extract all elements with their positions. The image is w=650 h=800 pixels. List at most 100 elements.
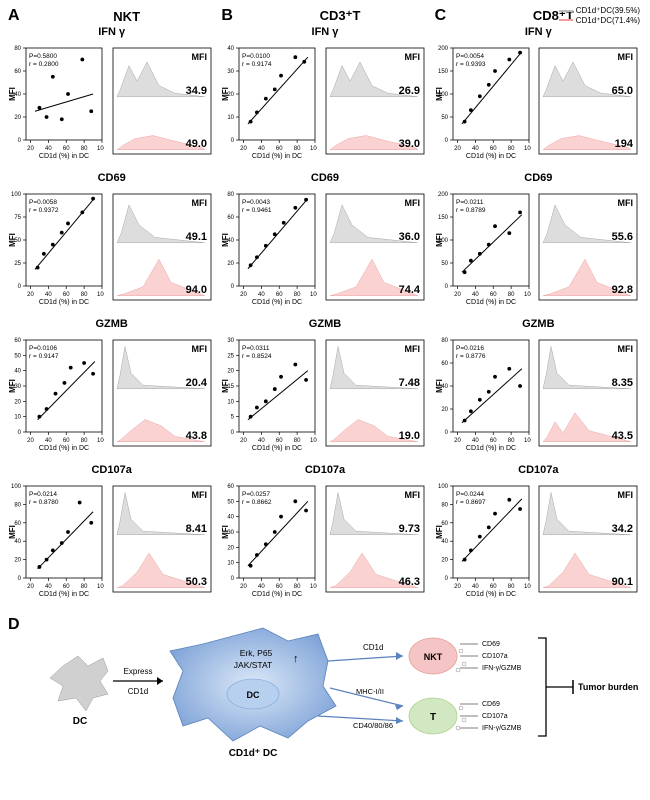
svg-text:20: 20 bbox=[14, 399, 21, 405]
svg-text:0: 0 bbox=[444, 430, 448, 436]
svg-text:40: 40 bbox=[472, 584, 479, 590]
svg-text:100: 100 bbox=[310, 438, 317, 444]
panel-letter: C bbox=[435, 7, 449, 25]
svg-text:P=0.0043: P=0.0043 bbox=[242, 199, 270, 206]
nkt-line-2: CD107a bbox=[482, 653, 508, 660]
svg-text:80: 80 bbox=[228, 192, 235, 198]
svg-text:60: 60 bbox=[441, 361, 448, 367]
t-line-3: IFN-γ/GZMB bbox=[482, 725, 522, 732]
hist-wrap: MFI49.194.0 bbox=[109, 174, 216, 314]
svg-text:10: 10 bbox=[14, 415, 21, 421]
scatter-wrap: 20406080100010203040P=0.0100r = 0.9174MF… bbox=[221, 28, 320, 168]
histogram-svg: MFI8.4150.3 bbox=[109, 480, 213, 598]
svg-text:40: 40 bbox=[258, 292, 265, 298]
svg-text:80: 80 bbox=[507, 146, 514, 152]
svg-text:P=0.0058: P=0.0058 bbox=[29, 199, 57, 206]
svg-text:20: 20 bbox=[27, 292, 34, 298]
svg-text:43.8: 43.8 bbox=[185, 430, 206, 442]
marker-title: CD107a bbox=[221, 464, 428, 476]
scatter-wrap: 20406080100020406080P=0.0043r = 0.9461MF… bbox=[221, 174, 320, 314]
svg-text:60: 60 bbox=[63, 438, 70, 444]
scatter-wrap: 20406080100050100150200P=0.0211r = 0.878… bbox=[435, 174, 534, 314]
hist-wrap: MFI36.074.4 bbox=[322, 174, 429, 314]
svg-text:MFI: MFI bbox=[435, 233, 444, 247]
svg-text:34.9: 34.9 bbox=[185, 85, 206, 97]
svg-text:100: 100 bbox=[524, 438, 531, 444]
scatter-wrap: 20406080100020406080100P=0.0244r = 0.869… bbox=[435, 466, 534, 606]
svg-text:0: 0 bbox=[444, 576, 448, 582]
histogram-svg: MFI34.949.0 bbox=[109, 42, 213, 160]
svg-text:200: 200 bbox=[438, 192, 449, 198]
scatter-svg: 204060801000255075100P=0.0058r = 0.9372M… bbox=[8, 188, 104, 306]
svg-text:MFI: MFI bbox=[618, 344, 634, 354]
svg-text:80: 80 bbox=[81, 438, 88, 444]
svg-text:80: 80 bbox=[81, 584, 88, 590]
svg-text:40: 40 bbox=[258, 584, 265, 590]
hist-wrap: MFI34.949.0 bbox=[109, 28, 216, 168]
hist-wrap: MFI7.4819.0 bbox=[322, 320, 429, 460]
svg-text:P=0.0106: P=0.0106 bbox=[29, 345, 57, 352]
svg-text:20: 20 bbox=[27, 438, 34, 444]
svg-text:19.0: 19.0 bbox=[398, 430, 419, 442]
svg-text:0: 0 bbox=[231, 430, 235, 436]
scatter-svg: 204060801000102030405060P=0.0257r = 0.86… bbox=[221, 480, 317, 598]
svg-text:0: 0 bbox=[18, 284, 22, 290]
svg-text:80: 80 bbox=[81, 146, 88, 152]
svg-text:MFI: MFI bbox=[618, 490, 634, 500]
svg-text:CD1d (%) in DC: CD1d (%) in DC bbox=[39, 153, 89, 160]
svg-text:20: 20 bbox=[454, 146, 461, 152]
svg-text:74.4: 74.4 bbox=[398, 284, 420, 296]
svg-text:MFI: MFI bbox=[221, 87, 230, 101]
up-arrow: ↑ bbox=[293, 653, 299, 665]
svg-text:26.9: 26.9 bbox=[398, 85, 419, 97]
svg-text:10: 10 bbox=[228, 561, 235, 567]
histogram-svg: MFI34.290.1 bbox=[535, 480, 639, 598]
legend-gray-swatch bbox=[559, 10, 573, 12]
svg-text:49.1: 49.1 bbox=[185, 231, 206, 243]
svg-text:100: 100 bbox=[11, 192, 22, 198]
svg-text:MFI: MFI bbox=[221, 379, 230, 393]
svg-text:50: 50 bbox=[441, 261, 448, 267]
scatter-svg: 20406080100020406080100P=0.0214r = 0.878… bbox=[8, 480, 104, 598]
svg-text:P=0.0054: P=0.0054 bbox=[456, 53, 484, 60]
svg-text:60: 60 bbox=[14, 338, 21, 344]
svg-text:8.41: 8.41 bbox=[185, 523, 206, 535]
hist-wrap: MFI34.290.1 bbox=[535, 466, 642, 606]
nkt-label: NKT bbox=[424, 652, 443, 662]
histogram-svg: MFI8.3543.5 bbox=[535, 334, 639, 452]
dc-label: DC bbox=[73, 716, 87, 727]
svg-text:5: 5 bbox=[231, 415, 235, 421]
svg-text:50: 50 bbox=[228, 499, 235, 505]
svg-text:MFI: MFI bbox=[191, 52, 207, 62]
branch-bot: CD40/80/86 bbox=[353, 721, 393, 730]
svg-text:0: 0 bbox=[231, 576, 235, 582]
scatter-wrap: 204060801000255075100P=0.0058r = 0.9372M… bbox=[8, 174, 107, 314]
marker-title: CD69 bbox=[8, 172, 215, 184]
svg-text:0: 0 bbox=[444, 284, 448, 290]
svg-text:60: 60 bbox=[228, 484, 235, 490]
svg-text:20: 20 bbox=[240, 438, 247, 444]
svg-text:CD1d (%) in DC: CD1d (%) in DC bbox=[252, 591, 302, 598]
svg-text:60: 60 bbox=[63, 146, 70, 152]
svg-text:20.4: 20.4 bbox=[185, 377, 207, 389]
legend-gray-label: CD1d⁺DC(39.5%) bbox=[576, 6, 640, 16]
svg-text:100: 100 bbox=[97, 438, 104, 444]
svg-text:20: 20 bbox=[27, 146, 34, 152]
legend-pink-label: CD1d⁺DC(71.4%) bbox=[576, 16, 640, 26]
svg-text:40: 40 bbox=[472, 292, 479, 298]
svg-text:10: 10 bbox=[228, 115, 235, 121]
svg-text:MFI: MFI bbox=[404, 52, 420, 62]
cd1d-dc-label: CD1d⁺ DC bbox=[229, 748, 278, 759]
svg-text:MFI: MFI bbox=[191, 198, 207, 208]
svg-text:CD1d (%) in DC: CD1d (%) in DC bbox=[39, 299, 89, 306]
svg-text:40: 40 bbox=[472, 146, 479, 152]
svg-text:20: 20 bbox=[441, 558, 448, 564]
svg-text:60: 60 bbox=[276, 438, 283, 444]
marker-title: IFN γ bbox=[221, 26, 428, 38]
svg-text:75: 75 bbox=[14, 215, 21, 221]
panel-d: D DC Express CD1d bbox=[8, 616, 642, 776]
svg-text:CD1d (%) in DC: CD1d (%) in DC bbox=[466, 445, 516, 452]
svg-text:MFI: MFI bbox=[404, 490, 420, 500]
svg-text:100: 100 bbox=[97, 584, 104, 590]
outcome-label: Tumor burden bbox=[578, 682, 638, 692]
